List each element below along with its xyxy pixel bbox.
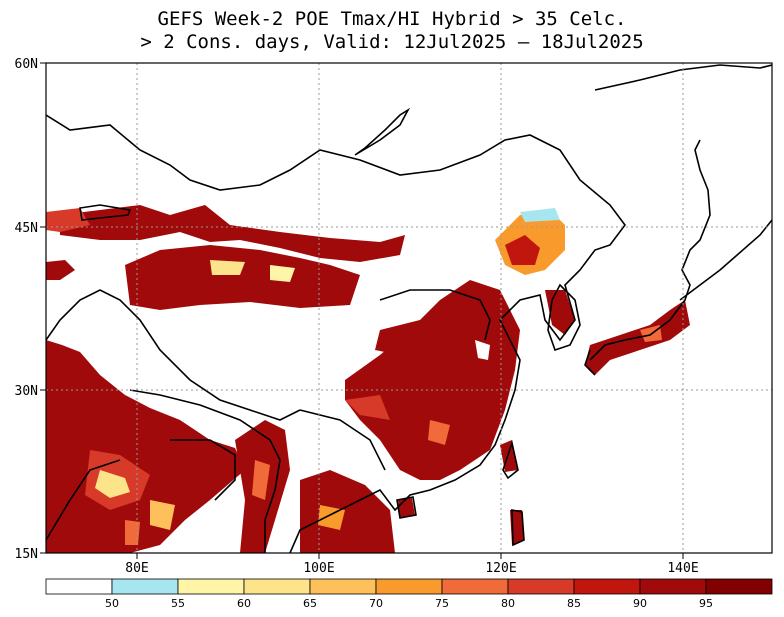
lon-label: 120E — [485, 561, 516, 576]
colorbar-tick-label: 75 — [435, 597, 449, 610]
map-frame — [45, 62, 773, 554]
lon-label: 140E — [667, 561, 698, 576]
lat-label: 60N — [15, 57, 38, 72]
colorbar-tick-label: 50 — [105, 597, 119, 610]
colorbar-tick-label: 80 — [501, 597, 515, 610]
colorbar-tick-label: 60 — [237, 597, 251, 610]
colorbar-swatch — [639, 578, 707, 595]
colorbar-swatch — [441, 578, 509, 595]
colorbar-tick-label: 55 — [171, 597, 185, 610]
colorbar-swatch — [45, 578, 113, 595]
colorbar-swatch — [309, 578, 377, 595]
colorbar-swatch — [111, 578, 179, 595]
lat-label: 45N — [15, 221, 38, 236]
probability-fill — [46, 205, 690, 553]
colorbar-tick-label: 90 — [633, 597, 647, 610]
colorbar-tick-label: 85 — [567, 597, 581, 610]
lon-label: 80E — [125, 561, 148, 576]
colorbar-swatch — [177, 578, 245, 595]
map-title-line-2: > 2 Cons. days, Valid: 12Jul2025 – 18Jul… — [140, 31, 644, 53]
axis-ticks — [40, 62, 684, 559]
colorbar-tick-label: 70 — [369, 597, 383, 610]
colorbar: 50 55 60 65 70 75 80 85 90 95 — [45, 578, 773, 610]
coastlines-borders — [46, 64, 772, 553]
map-gridlines — [46, 63, 772, 553]
colorbar-tick-label: 65 — [303, 597, 317, 610]
lat-label: 15N — [15, 547, 38, 562]
colorbar-swatch — [573, 578, 641, 595]
lon-label: 100E — [303, 561, 334, 576]
lat-label: 30N — [15, 384, 38, 399]
colorbar-tick-label: 95 — [699, 597, 713, 610]
colorbar-swatch — [705, 578, 773, 595]
map-title-line-1: GEFS Week-2 POE Tmax/HI Hybrid > 35 Celc… — [157, 8, 627, 30]
colorbar-swatch — [375, 578, 443, 595]
colorbar-swatch — [243, 578, 311, 595]
colorbar-swatch — [507, 578, 575, 595]
